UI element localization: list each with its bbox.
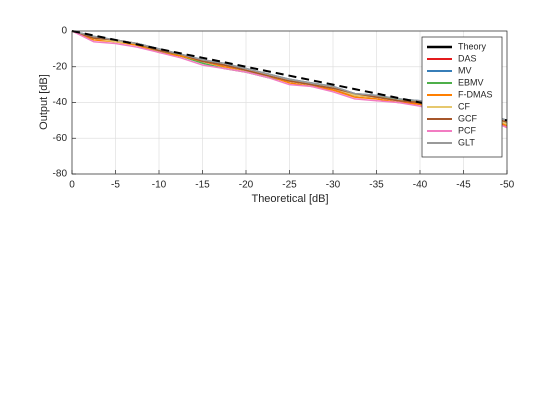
legend-label: MV: [458, 65, 472, 75]
x-tick-label: -25: [282, 180, 297, 191]
legend-label: DAS: [458, 53, 477, 63]
legend-label: F-DMAS: [458, 89, 493, 99]
y-tick-label: -60: [53, 133, 68, 144]
x-tick-label: -10: [152, 180, 167, 191]
x-tick-label: -5: [111, 180, 120, 191]
y-tick-label: -20: [53, 61, 68, 72]
legend-label: Theory: [458, 41, 487, 51]
y-tick-label: -40: [53, 97, 68, 108]
x-tick-label: -15: [195, 180, 210, 191]
legend-label: GLT: [458, 137, 475, 147]
y-tick-label: -80: [53, 169, 68, 180]
y-axis-label: Output [dB]: [38, 74, 50, 130]
x-tick-label: -20: [239, 180, 254, 191]
y-tick-label: 0: [61, 26, 67, 37]
legend-label: PCF: [458, 125, 477, 135]
x-tick-label: -35: [369, 180, 384, 191]
x-tick-label: 0: [69, 180, 75, 191]
plot-frame: [71, 30, 508, 175]
legend-label: GCF: [458, 113, 478, 123]
legend-label: EBMV: [458, 77, 484, 87]
x-tick-label: -40: [413, 180, 428, 191]
legend-box: [421, 36, 503, 158]
legend-label: CF: [458, 101, 470, 111]
x-tick-label: -45: [456, 180, 471, 191]
x-tick-label: -30: [326, 180, 341, 191]
x-axis-label: Theoretical [dB]: [251, 193, 328, 205]
x-tick-label: -50: [500, 180, 515, 191]
